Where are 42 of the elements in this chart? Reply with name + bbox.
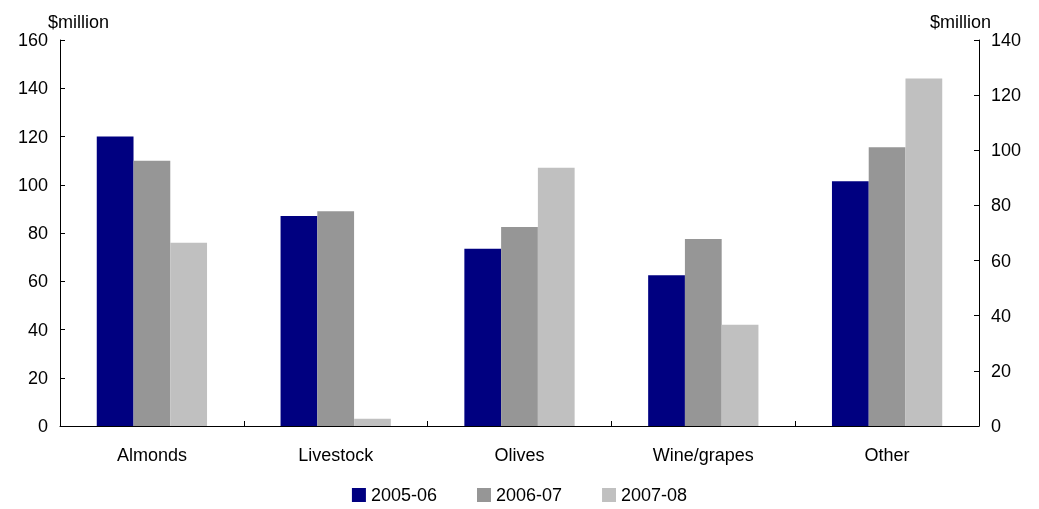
y2-tick-label: 80 [991, 195, 1012, 216]
y2-axis-title: $million [929, 12, 991, 33]
y2-tick-label: 0 [991, 416, 1002, 436]
bar [354, 418, 391, 426]
y-tick-label: 60 [27, 271, 48, 292]
legend-label: 2006-07 [495, 485, 563, 505]
bar [905, 78, 943, 426]
bar [317, 211, 355, 426]
bar [133, 160, 171, 426]
x-tick-label: Olives [494, 445, 545, 465]
legend-label: 2007-08 [621, 485, 688, 505]
x-tick-label: Other [864, 445, 910, 465]
bar [96, 136, 134, 426]
bar [501, 226, 538, 426]
y-tick-label: 20 [27, 367, 48, 388]
y2-tick-label: 40 [991, 305, 1012, 326]
bar [280, 216, 318, 426]
bar [648, 275, 685, 426]
y2-tick-label: 60 [991, 250, 1012, 271]
y2-tick-label: 120 [991, 85, 1022, 106]
x-tick-label: Almonds [116, 445, 187, 465]
y-tick-label: 40 [27, 319, 48, 340]
x-tick-label: Wine/grapes [652, 445, 754, 465]
bar [684, 239, 722, 426]
legend-label: 2005-06 [370, 485, 437, 505]
bar [721, 324, 759, 426]
y-axis-title: $million [48, 12, 110, 33]
y-tick-label: 0 [37, 416, 48, 436]
y-tick-label: 100 [17, 174, 48, 195]
y2-tick-label: 140 [991, 30, 1022, 50]
y-tick-label: 80 [27, 223, 48, 243]
bar [537, 167, 575, 426]
y-tick-label: 160 [17, 30, 48, 50]
bar [868, 147, 906, 426]
bar [464, 248, 502, 426]
y2-tick-label: 100 [991, 140, 1022, 161]
y-tick-label: 140 [17, 78, 48, 99]
y-tick-label: 120 [17, 126, 48, 147]
x-tick-label: Livestock [298, 445, 375, 465]
bar [831, 181, 869, 426]
bar [170, 242, 208, 426]
y2-tick-label: 20 [991, 360, 1012, 381]
